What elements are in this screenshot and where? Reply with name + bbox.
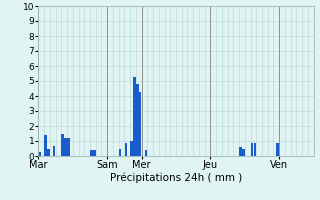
Bar [139,92,141,156]
Bar [239,147,242,156]
Bar [44,135,47,156]
Bar [253,142,256,156]
Bar [276,142,279,156]
Bar [47,148,50,156]
Bar [124,142,127,156]
Bar [251,142,253,156]
Bar [130,141,133,156]
Bar [61,134,64,156]
Bar [136,84,139,156]
Bar [93,150,96,156]
Bar [90,150,93,156]
Bar [53,146,55,156]
Bar [145,150,147,156]
Bar [67,138,70,156]
Bar [64,138,67,156]
X-axis label: Précipitations 24h ( mm ): Précipitations 24h ( mm ) [110,173,242,183]
Bar [242,148,245,156]
Bar [119,148,121,156]
Bar [133,76,136,156]
Bar [38,152,41,156]
